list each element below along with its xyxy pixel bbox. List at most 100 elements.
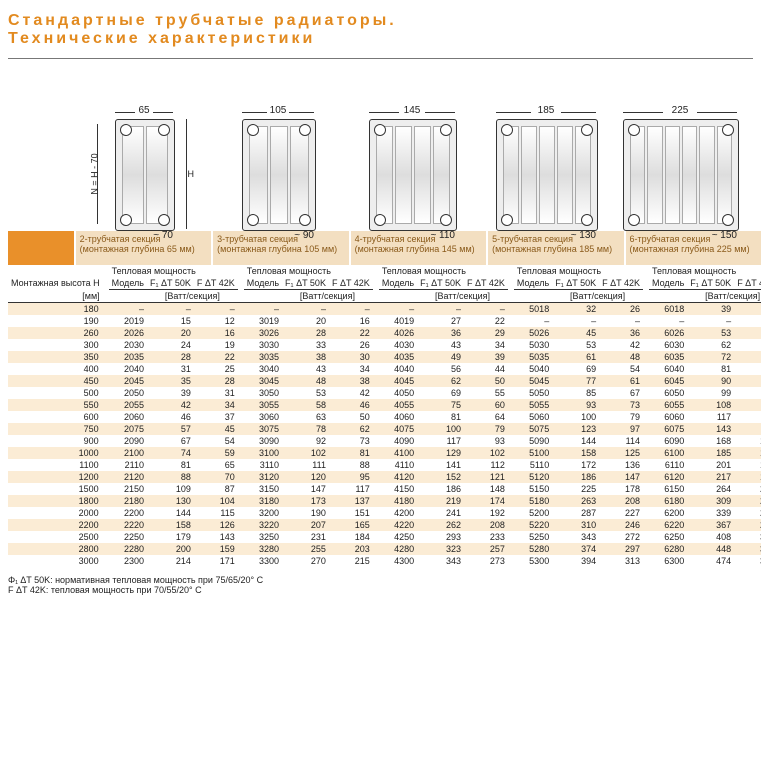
cell-f42: 208	[464, 519, 508, 531]
cell-model: 2019	[109, 315, 147, 327]
cell-model: 5180	[514, 495, 552, 507]
cell-f50: 58	[282, 399, 329, 411]
row-height: 450	[8, 375, 103, 387]
cell-f42: 64	[464, 411, 508, 423]
cell-f50: 190	[282, 507, 329, 519]
cell-f50: 143	[687, 423, 734, 435]
cell-model: 4100	[379, 447, 417, 459]
cell-model: 4045	[379, 375, 417, 387]
cell-model: 2026	[109, 327, 147, 339]
cell-model: 5075	[514, 423, 552, 435]
cell-f50: 45	[552, 327, 599, 339]
cell-f42: 79	[599, 411, 643, 423]
cell-model: 6150	[649, 483, 687, 495]
cell-f42: 73	[599, 399, 643, 411]
cell-model: 6030	[649, 339, 687, 351]
cell-f42: 171	[194, 555, 238, 567]
spec-row: 2500225017914332502311844250293233525034…	[8, 531, 761, 543]
diagram-3-tube: 105~ 90	[212, 69, 344, 229]
cell-f50: –	[687, 315, 734, 327]
cell-f50: 241	[417, 507, 464, 519]
cell-f42: 104	[194, 495, 238, 507]
dim-width: 185	[496, 105, 596, 116]
row-height: 3000	[8, 555, 103, 567]
cell-f50: 57	[147, 423, 194, 435]
col-f50: F₁ ΔT 50K	[147, 277, 194, 290]
dim-width: 145	[369, 105, 455, 116]
row-height: 2200	[8, 519, 103, 531]
cell-model: 3060	[244, 411, 282, 423]
cell-f50: 158	[147, 519, 194, 531]
spec-row: 180–––––––––5018322660183931	[8, 303, 761, 316]
cell-model: 5018	[514, 303, 552, 316]
cell-f50: 49	[417, 351, 464, 363]
cell-f50: 343	[417, 555, 464, 567]
cell-model: 3100	[244, 447, 282, 459]
cell-f50: 367	[687, 519, 734, 531]
cell-model: 5100	[514, 447, 552, 459]
cell-f42: 31	[734, 303, 761, 316]
cell-f50: 81	[417, 411, 464, 423]
dim-depth: ~ 150	[712, 230, 737, 241]
cell-f50: 92	[282, 435, 329, 447]
cell-f50: 31	[147, 363, 194, 375]
cell-model: 2090	[109, 435, 147, 447]
cell-f50: 287	[552, 507, 599, 519]
cell-f42: 151	[329, 507, 373, 519]
cell-f50: 186	[417, 483, 464, 495]
cell-f42: 30	[329, 351, 373, 363]
cell-model: 6075	[649, 423, 687, 435]
cell-f50: 69	[417, 387, 464, 399]
section-header-row: 2-трубчатая секция (монтажная глубина 65…	[0, 231, 761, 265]
cell-f42: 54	[599, 363, 643, 375]
cell-model: 5120	[514, 471, 552, 483]
spec-row: 5502055423430555846405575605055937360551…	[8, 399, 761, 411]
cell-model: 5110	[514, 459, 552, 471]
page-subtitle: Технические характеристики	[8, 30, 753, 48]
cell-f42: 159	[194, 543, 238, 555]
cell-f50: 39	[147, 387, 194, 399]
cell-f50: 200	[147, 543, 194, 555]
cell-f50: 100	[552, 411, 599, 423]
cell-model: 4026	[379, 327, 417, 339]
cell-model: 3110	[244, 459, 282, 471]
cell-f42: 203	[329, 543, 373, 555]
cell-model: 6045	[649, 375, 687, 387]
cell-model: 3220	[244, 519, 282, 531]
cell-model: 4280	[379, 543, 417, 555]
cell-model: 4110	[379, 459, 417, 471]
row-height: 900	[8, 435, 103, 447]
cell-f50: 48	[282, 375, 329, 387]
cell-f42: 121	[464, 471, 508, 483]
cell-f50: 255	[282, 543, 329, 555]
cell-f42: 374	[734, 555, 761, 567]
cell-model: 4050	[379, 387, 417, 399]
cell-f50: 144	[552, 435, 599, 447]
cell-model: 5150	[514, 483, 552, 495]
row-height: 750	[8, 423, 103, 435]
cell-f50: 408	[687, 531, 734, 543]
col-f42: F ΔT 42K	[599, 277, 643, 290]
cell-f50: –	[417, 303, 464, 316]
diagram-spacer	[8, 69, 76, 229]
spec-row: 7502075574530757862407510079507512397607…	[8, 423, 761, 435]
row-height: 300	[8, 339, 103, 351]
diagram-2-tube: 65N = H - 70H~ 70	[78, 69, 210, 229]
cell-f50: 123	[552, 423, 599, 435]
cell-f42: 19	[194, 339, 238, 351]
cell-f50: 130	[147, 495, 194, 507]
cell-f50: 225	[552, 483, 599, 495]
col-model: Модель	[514, 277, 552, 290]
cell-model: 6300	[649, 555, 687, 567]
cell-f50: 394	[552, 555, 599, 567]
cell-f50: 207	[282, 519, 329, 531]
cell-model: 2280	[109, 543, 147, 555]
unit-watt: [Ватт/секция]	[687, 290, 761, 303]
cell-f50: 33	[282, 339, 329, 351]
cell-model: 5280	[514, 543, 552, 555]
cell-f50: 53	[282, 387, 329, 399]
col-model: Модель	[649, 277, 687, 290]
cell-f42: 36	[599, 327, 643, 339]
spec-table: Тепловая мощностьТепловая мощностьТеплов…	[8, 265, 761, 567]
col-f50: F₁ ΔT 50K	[417, 277, 464, 290]
